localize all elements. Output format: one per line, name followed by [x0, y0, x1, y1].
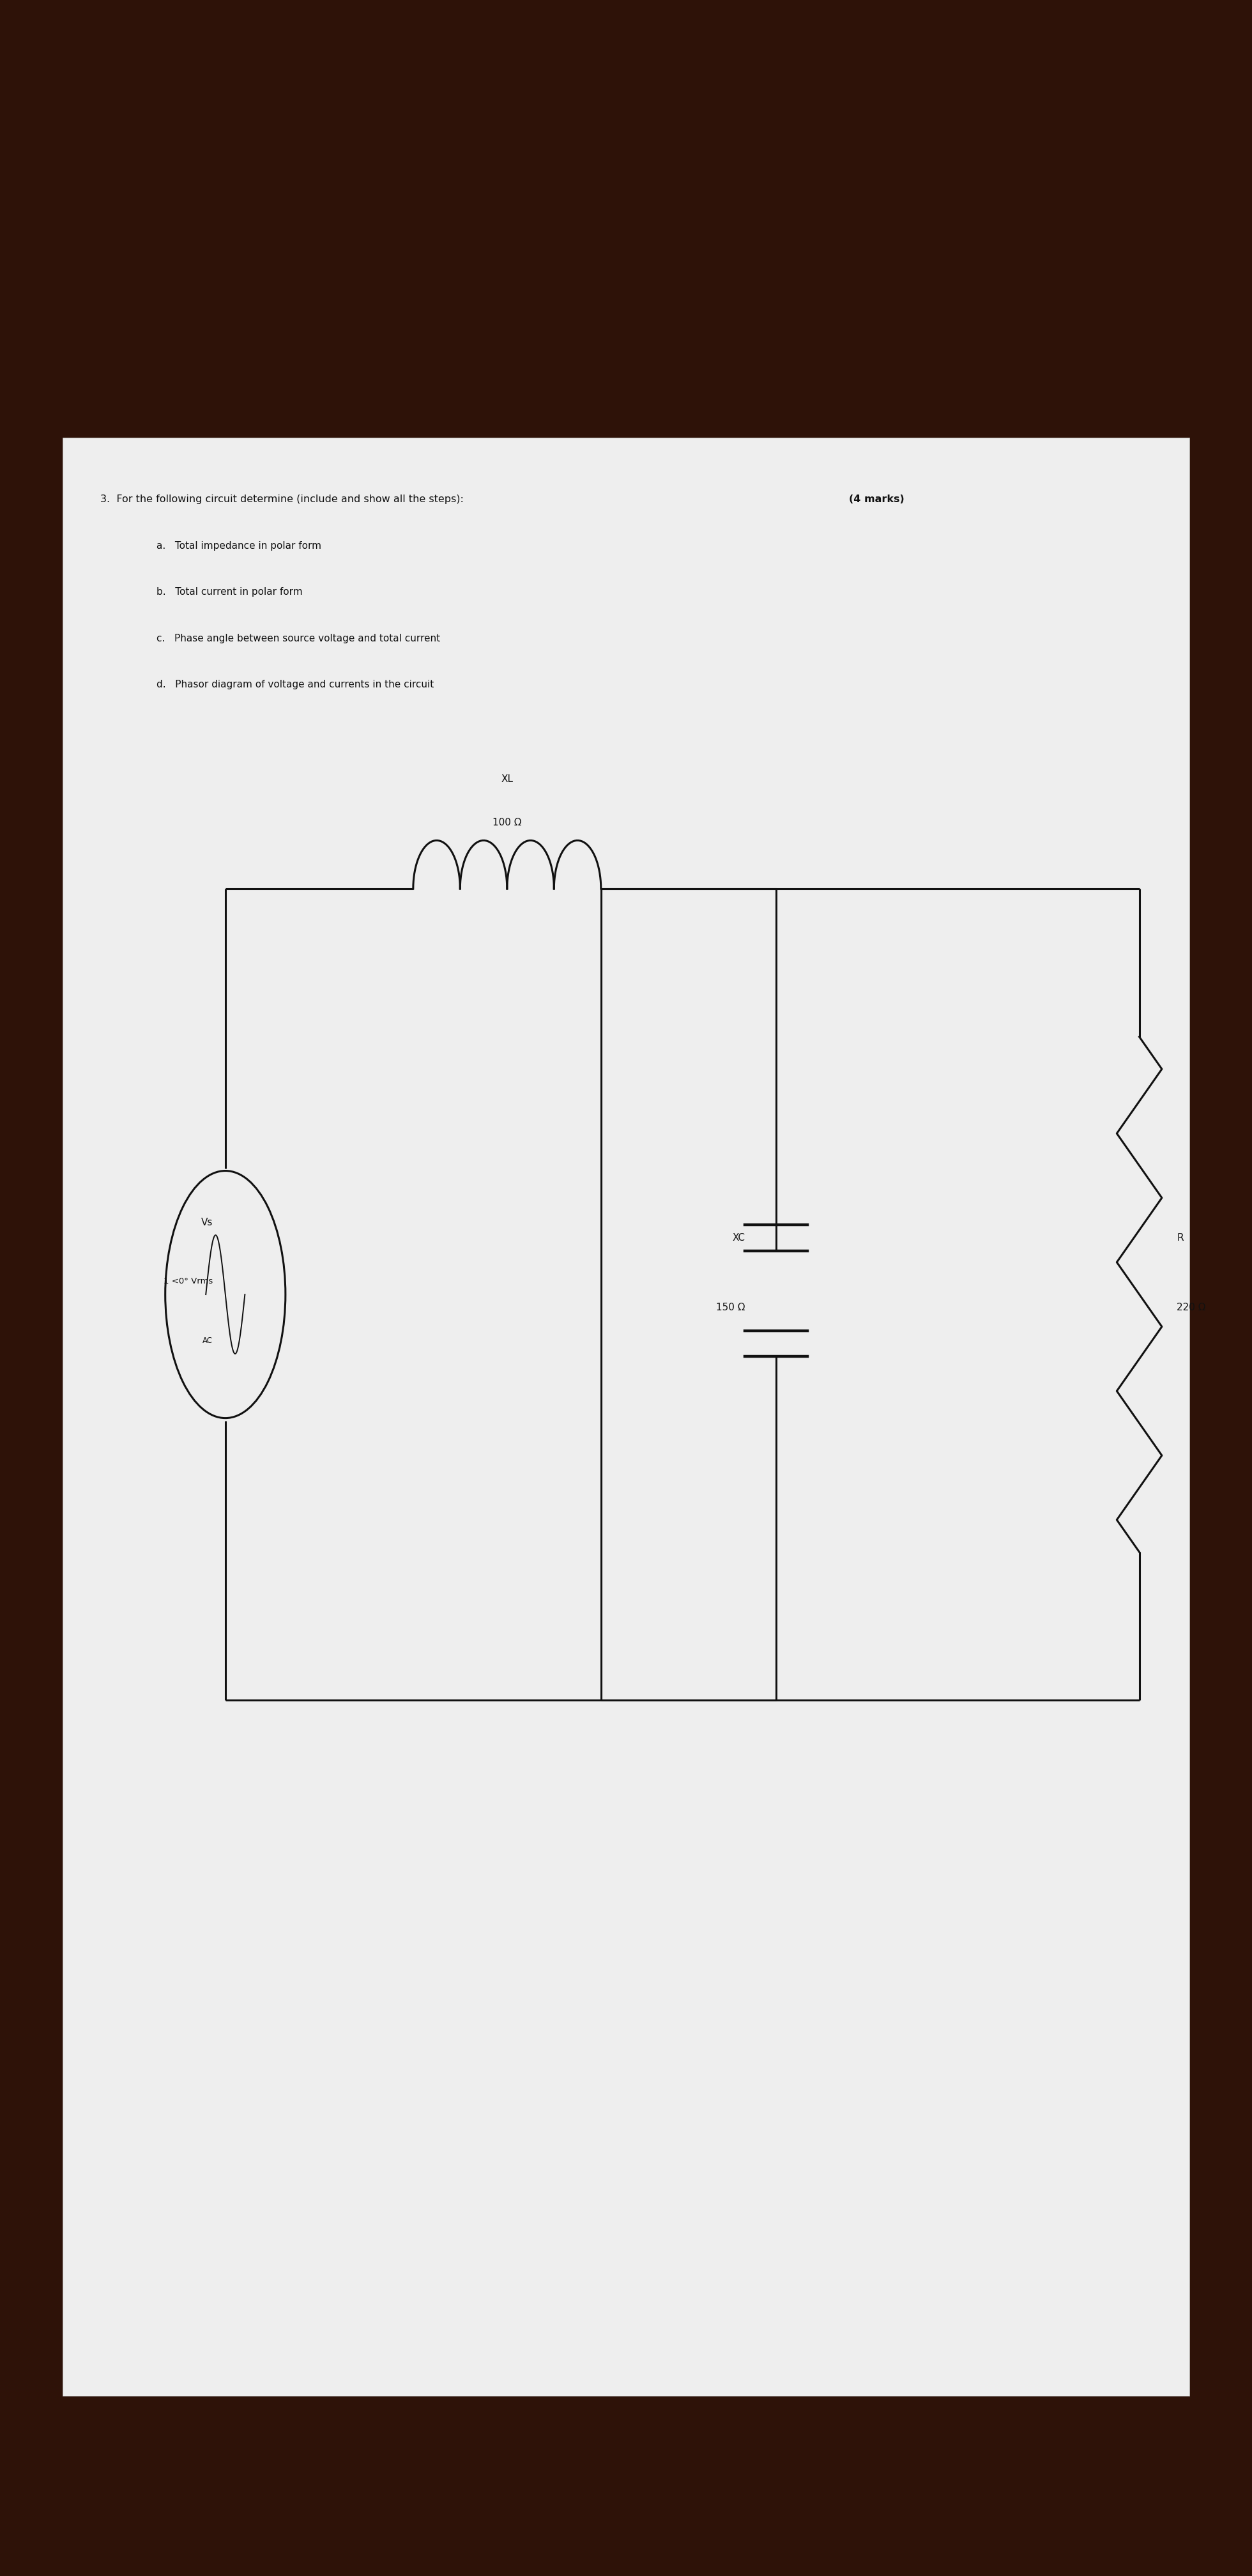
Text: d.   Phasor diagram of voltage and currents in the circuit: d. Phasor diagram of voltage and current… — [156, 680, 434, 690]
FancyBboxPatch shape — [63, 438, 1189, 2396]
Text: c.   Phase angle between source voltage and total current: c. Phase angle between source voltage an… — [156, 634, 441, 644]
Text: AC: AC — [203, 1337, 213, 1345]
Text: 100 Ω: 100 Ω — [492, 819, 522, 827]
Text: XL: XL — [501, 775, 513, 783]
Text: R: R — [1177, 1234, 1183, 1242]
Text: b.   Total current in polar form: b. Total current in polar form — [156, 587, 303, 598]
Text: 3.  For the following circuit determine (include and show all the steps):: 3. For the following circuit determine (… — [100, 495, 470, 505]
Text: 220 Ω: 220 Ω — [1177, 1303, 1206, 1311]
Text: XC: XC — [732, 1234, 745, 1242]
Text: a.   Total impedance in polar form: a. Total impedance in polar form — [156, 541, 322, 551]
Text: (4 marks): (4 marks) — [849, 495, 904, 505]
Text: Vs: Vs — [202, 1218, 213, 1226]
Text: 1 <0° Vrms: 1 <0° Vrms — [164, 1278, 213, 1285]
Text: 150 Ω: 150 Ω — [716, 1303, 745, 1311]
